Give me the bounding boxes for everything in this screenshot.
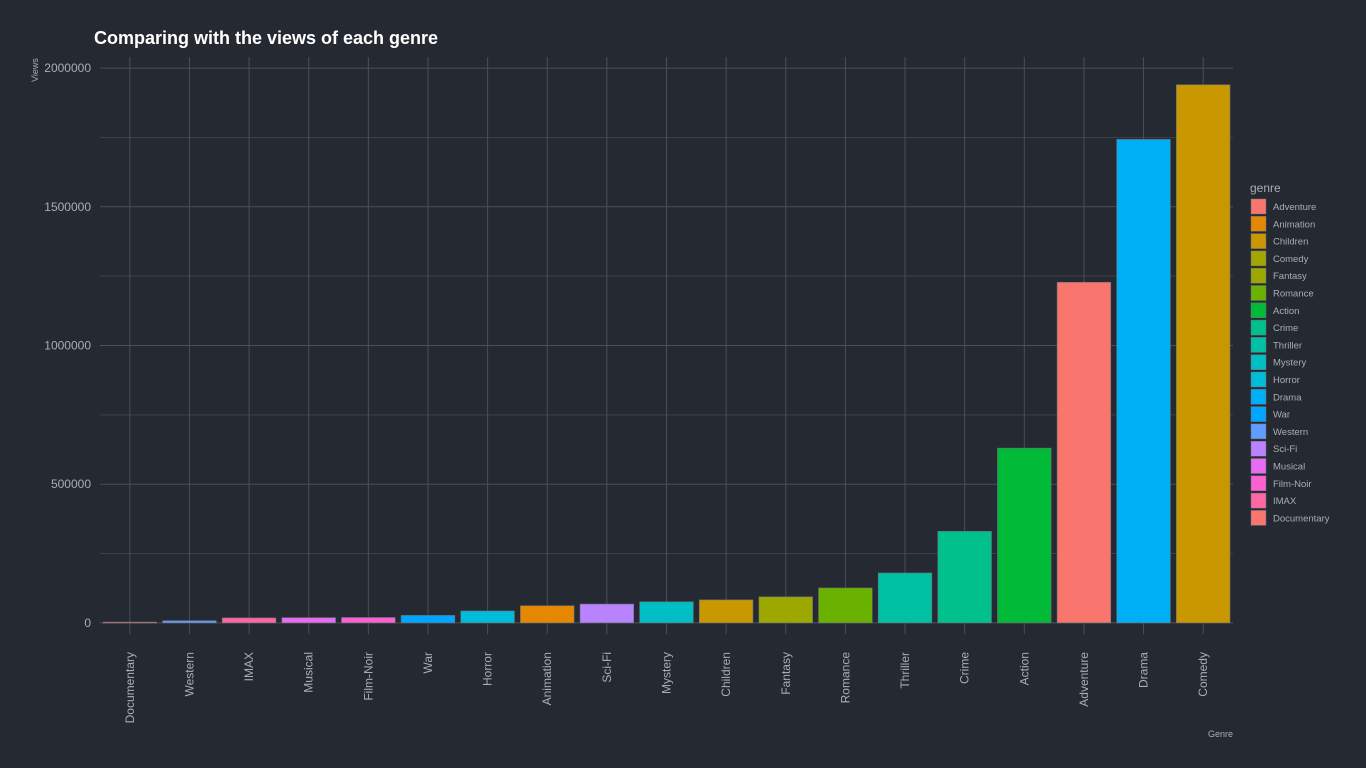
legend-label: Adventure [1273,202,1316,213]
legend-key [1250,198,1267,215]
legend-label: Film-Noir [1273,479,1312,490]
x-tick-label: Crime [958,652,972,684]
bar-imax [221,617,277,624]
bars [102,84,1231,624]
x-tick-label: Western [182,652,196,696]
bar-musical [281,617,336,624]
legend-label: Mystery [1273,358,1307,369]
legend-key [1250,337,1267,353]
x-tick-label: Sci-Fi [600,652,614,683]
legend-label: War [1273,410,1290,421]
bar-sci-fi [579,603,635,624]
x-tick-label: Musical [302,652,316,693]
legend-key [1250,319,1267,336]
legend-key [1250,406,1267,422]
legend-label: IMAX [1273,496,1297,507]
legend-label: Drama [1273,392,1302,403]
bar-fantasy [758,596,813,624]
legend-label: Action [1273,306,1299,317]
legend-label: Documentary [1273,513,1330,524]
legend-key [1250,216,1267,232]
x-tick-label: IMAX [242,652,256,681]
legend-key [1250,285,1267,301]
x-tick-label: Action [1017,652,1031,685]
x-tick-label: Thriller [898,652,912,689]
x-tick-label: Drama [1137,652,1151,688]
x-tick-label: Adventure [1077,652,1091,707]
bar-film-noir [341,617,396,624]
legend-key [1250,250,1267,267]
legend-label: Horror [1273,375,1300,386]
y-tick-label: 500000 [51,477,91,491]
legend-label: Romance [1273,289,1314,300]
x-tick-label: Horror [481,652,495,686]
legend-key [1250,302,1267,319]
legend-label: Fantasy [1273,271,1307,282]
legend: genre Adventure Animation Children Comedy Fa… [1250,181,1330,526]
grid [100,57,1233,634]
bar-children [698,599,754,624]
y-axis-ticks: 0 500000 1000000 1500000 2000000 [44,61,91,630]
bar-war [400,615,456,624]
y-tick-label: 2000000 [44,61,91,75]
legend-key [1250,423,1267,440]
bar-crime [937,531,992,624]
legend-label: Thriller [1273,340,1302,351]
legend-label: Western [1273,427,1308,438]
x-tick-label: Mystery [660,652,674,694]
legend-key [1250,492,1267,509]
y-tick-label: 1500000 [44,200,91,214]
legend-label: Animation [1273,219,1315,230]
legend-label: Crime [1273,323,1298,334]
bar-mystery [639,601,694,624]
legend-key [1250,458,1267,474]
x-tick-label: Children [719,652,733,697]
bar-thriller [877,572,933,624]
bar-drama [1116,139,1171,624]
x-tick-label: Documentary [123,652,137,723]
bar-documentary [102,621,157,624]
y-tick-label: 0 [84,616,91,630]
legend-key [1250,267,1267,284]
x-tick-label: Comedy [1196,652,1210,697]
legend-key [1250,389,1267,405]
legend-key [1250,371,1267,388]
legend-key [1250,440,1267,457]
legend-title: genre [1250,181,1281,195]
x-axis-ticks: Documentary Western IMAX Musical Film-Noir Wa… [123,652,1210,724]
legend-key [1250,233,1267,249]
bar-horror [460,610,515,624]
legend-key [1250,510,1267,526]
bar-action [997,447,1052,624]
legend-label: Musical [1273,462,1305,473]
legend-key [1250,475,1267,492]
bar-comedy [1176,84,1231,624]
legend-key [1250,354,1267,370]
chart-title: Comparing with the views of each genre [94,28,438,48]
bar-animation [520,605,575,624]
x-tick-label: Romance [838,652,852,704]
bar-adventure [1056,281,1112,624]
x-tick-label: Animation [540,652,554,705]
legend-label: Comedy [1273,254,1309,265]
bar-western [162,620,217,624]
bar-romance [818,587,873,624]
x-tick-label: Fantasy [779,652,793,695]
x-axis-title: Genre [1208,729,1233,739]
x-tick-label: War [421,652,435,674]
y-tick-label: 1000000 [44,339,91,353]
legend-label: Children [1273,237,1308,248]
x-tick-label: Film-Noir [361,652,375,701]
legend-label: Sci-Fi [1273,444,1297,455]
y-axis-title: Views [30,58,40,82]
